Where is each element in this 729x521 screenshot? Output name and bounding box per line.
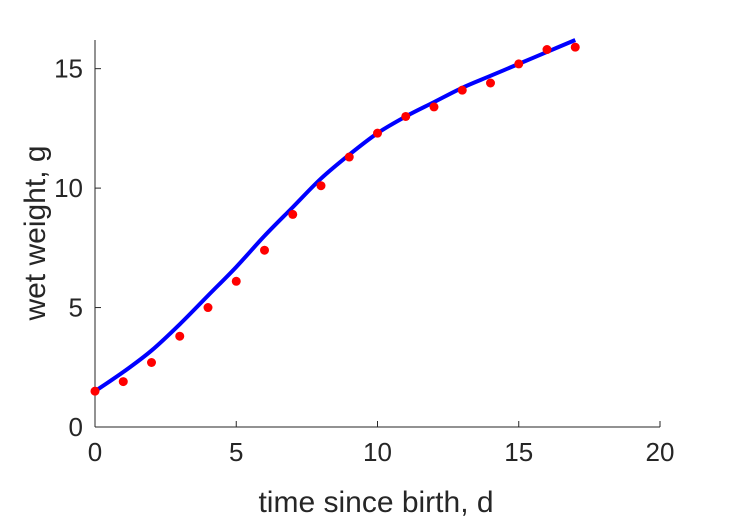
x-tick-label: 0: [88, 437, 102, 467]
series-layer: [90, 38, 580, 396]
data-point: [118, 377, 128, 387]
data-point: [401, 111, 411, 121]
data-point: [288, 209, 298, 219]
data-point: [514, 59, 524, 69]
x-tick-label: 15: [504, 437, 533, 467]
y-tick-label: 0: [69, 412, 83, 442]
data-point: [175, 331, 185, 341]
y-ticks: 0 5 10 15: [54, 54, 101, 442]
x-ticks: 0 5 10 15 20: [88, 421, 675, 467]
x-tick-label: 10: [363, 437, 392, 467]
data-point: [147, 358, 156, 367]
y-tick-label: 5: [69, 293, 83, 323]
data-point: [260, 245, 269, 255]
y-tick-label: 10: [54, 173, 83, 203]
x-tick-label: 5: [229, 437, 243, 467]
data-point: [316, 181, 326, 191]
data-point: [457, 85, 467, 95]
x-axis-label: time since birth, d: [258, 486, 493, 519]
x-tick-label: 20: [646, 437, 675, 467]
fit-line: [93, 38, 577, 393]
y-tick-label: 15: [54, 54, 83, 84]
axes: [94, 40, 660, 428]
data-point: [373, 128, 382, 138]
data-point: [570, 42, 580, 52]
data-point: [231, 276, 241, 286]
data-point: [203, 303, 213, 313]
data-point: [486, 78, 495, 88]
data-point: [429, 102, 439, 112]
y-axis-label: wet weight, g: [19, 145, 52, 321]
data-point: [542, 45, 552, 55]
data-point: [344, 152, 354, 162]
data-point: [90, 386, 100, 396]
